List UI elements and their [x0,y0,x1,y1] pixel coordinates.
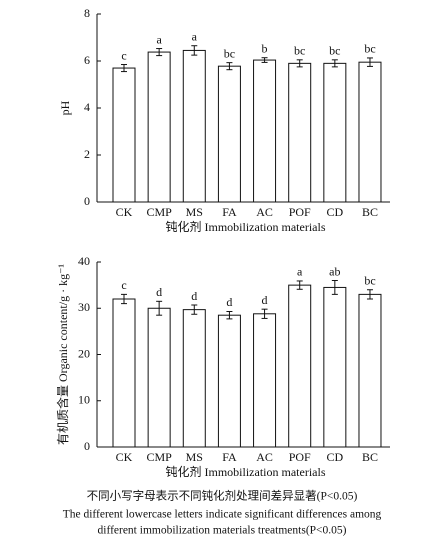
significance-letter: bc [364,274,375,288]
significance-letter: bc [294,44,305,58]
caption: different immobilization materials treat… [98,525,347,537]
y-tick-label: 2 [84,147,90,161]
error-bar [296,280,303,290]
bar [182,309,206,448]
error-bar [121,64,127,73]
bar [253,59,277,203]
x-tick-label: POF [289,450,311,464]
significance-letter: b [262,41,268,55]
bar [288,284,312,448]
y-tick-label: 10 [78,393,90,407]
x-tick-label: BC [362,450,378,464]
significance-letter: a [297,265,303,279]
significance-letter: c [121,48,126,62]
bar [182,49,206,203]
error-bar [366,57,373,67]
error-bar [296,59,303,68]
significance-letter: bc [224,46,235,60]
bar [358,293,382,448]
x-tick-label: CD [327,205,344,219]
error-bar [191,45,198,56]
x-tick-label: CD [327,450,344,464]
bar [323,286,347,448]
bar [112,298,136,448]
error-bar [191,304,198,315]
x-axis-label: 钝化剂 Immobilization materials [166,219,326,234]
caption: 不同小写字母表示不同钝化剂处理间差异显著(P<0.05) [87,489,358,503]
caption: The different lowercase letters indicate… [63,509,382,521]
error-bar [261,308,268,319]
significance-letter: bc [329,44,340,58]
bar [323,62,347,203]
y-axis-label: 有机质含量 Organic content/g · kg⁻¹ [55,264,70,445]
bar [147,51,171,203]
significance-letter: a [192,29,198,43]
bar [358,61,382,203]
significance-letter: c [121,278,126,292]
bar [112,67,136,203]
error-bar [366,289,373,300]
significance-letter: d [262,293,268,307]
significance-letter: d [191,289,197,303]
bar [288,62,312,203]
error-bar [261,57,268,63]
x-tick-label: FA [222,205,237,219]
error-bar [226,62,233,71]
x-tick-label: CK [116,450,133,464]
error-bar [121,293,127,305]
y-axis-label: pH [58,100,72,115]
x-tick-label: BC [362,205,378,219]
x-tick-label: MS [186,205,203,219]
error-bar [226,310,233,320]
error-bar [331,59,338,68]
bar [147,307,171,448]
x-tick-label: CMP [146,205,172,219]
error-bar [156,300,163,316]
y-tick-label: 6 [84,53,90,67]
x-axis-label: 钝化剂 Immobilization materials [166,464,326,479]
y-tick-label: 0 [84,439,90,453]
y-tick-label: 30 [78,300,90,314]
y-tick-label: 40 [78,254,90,268]
error-bar [156,48,163,57]
y-tick-label: 0 [84,194,90,208]
error-bar [331,280,338,295]
x-tick-label: CMP [146,450,172,464]
x-tick-label: POF [289,205,311,219]
x-tick-label: AC [256,450,273,464]
bar [217,65,241,203]
significance-letter: ab [329,264,340,278]
bar [217,314,241,448]
x-tick-label: CK [116,205,133,219]
y-tick-label: 4 [84,100,90,114]
y-tick-label: 20 [78,346,90,360]
x-tick-label: MS [186,450,203,464]
y-tick-label: 8 [84,6,90,20]
significance-letter: d [226,295,232,309]
significance-letter: d [156,285,162,299]
significance-letter: bc [364,42,375,56]
significance-letter: a [156,32,162,46]
bar [253,313,277,448]
x-tick-label: AC [256,205,273,219]
x-tick-label: FA [222,450,237,464]
